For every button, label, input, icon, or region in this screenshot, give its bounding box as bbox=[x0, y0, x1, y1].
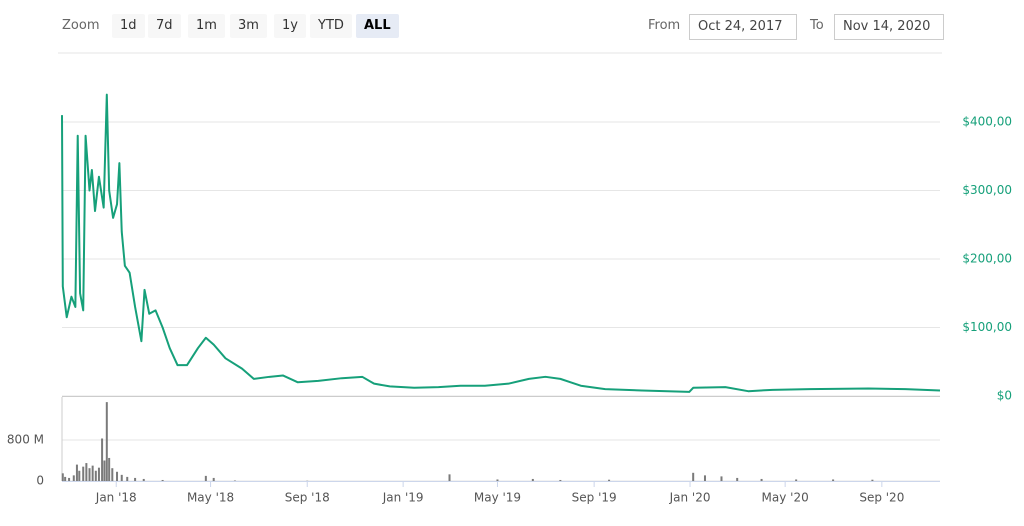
y-tick-label: $100,00 bbox=[962, 320, 1012, 334]
from-label: From bbox=[648, 18, 681, 33]
zoom-button[interactable]: 7d bbox=[148, 14, 181, 38]
volume-bar bbox=[531, 478, 534, 481]
volume-bar bbox=[116, 471, 119, 481]
volume-bar bbox=[448, 474, 451, 481]
volume-bar bbox=[97, 467, 100, 481]
volume-bar bbox=[120, 474, 123, 481]
volume-bar bbox=[105, 402, 108, 481]
to-input[interactable]: Nov 14, 2020 bbox=[834, 14, 944, 40]
from-input[interactable]: Oct 24, 2017 bbox=[689, 14, 797, 40]
volume-bar bbox=[692, 472, 695, 481]
zoom-button[interactable]: 3m bbox=[230, 14, 267, 38]
volume-bar bbox=[832, 479, 835, 481]
volume-bar bbox=[161, 479, 164, 481]
volume-bar bbox=[101, 438, 104, 481]
zoom-label: Zoom bbox=[62, 18, 100, 33]
volume-bar bbox=[233, 480, 236, 481]
volume-bar bbox=[108, 457, 111, 481]
volume-tick-label: 800 M bbox=[7, 433, 44, 447]
to-label: To bbox=[810, 18, 824, 33]
volume-bar bbox=[760, 478, 763, 481]
volume-bar bbox=[68, 477, 71, 481]
volume-bar bbox=[126, 476, 129, 481]
zoom-button[interactable]: 1m bbox=[188, 14, 225, 38]
volume-tick-label: 0 bbox=[36, 474, 44, 488]
volume-bar bbox=[85, 463, 88, 481]
volume-bar bbox=[703, 475, 706, 481]
x-tick-label: Jan '19 bbox=[382, 491, 424, 505]
x-tick-label: Sep '18 bbox=[285, 491, 330, 505]
x-tick-label: Jan '20 bbox=[669, 491, 711, 505]
zoom-button[interactable]: 1d bbox=[112, 14, 145, 38]
zoom-button[interactable]: YTD bbox=[310, 14, 352, 38]
zoom-button[interactable]: ALL bbox=[356, 14, 399, 38]
y-tick-label: $300,00 bbox=[962, 183, 1012, 197]
x-tick-label: Sep '19 bbox=[572, 491, 617, 505]
volume-bar bbox=[496, 479, 499, 481]
x-tick-label: Sep '20 bbox=[859, 491, 904, 505]
volume-bar bbox=[736, 477, 739, 481]
volume-bar bbox=[75, 464, 78, 481]
volume-bar bbox=[72, 475, 75, 481]
volume-bar bbox=[142, 478, 145, 481]
volume-bar bbox=[720, 476, 723, 481]
volume-bar bbox=[111, 468, 114, 481]
volume-bar bbox=[78, 470, 81, 481]
x-tick-label: May '20 bbox=[762, 491, 809, 505]
y-tick-label: $0 bbox=[997, 389, 1012, 403]
volume-bar bbox=[88, 468, 91, 481]
x-tick-label: Jan '18 bbox=[95, 491, 137, 505]
y-tick-label: $200,00 bbox=[962, 252, 1012, 266]
zoom-button[interactable]: 1y bbox=[274, 14, 306, 38]
volume-bar bbox=[795, 479, 798, 481]
y-tick-label: $400,00 bbox=[962, 115, 1012, 129]
volume-bar bbox=[134, 477, 137, 481]
volume-bar bbox=[559, 479, 562, 481]
volume-bar bbox=[82, 466, 85, 481]
volume-bar bbox=[608, 479, 611, 481]
volume-bar bbox=[212, 477, 215, 481]
volume-bar bbox=[103, 460, 106, 481]
volume-bar bbox=[94, 470, 97, 481]
volume-bar bbox=[61, 473, 64, 481]
price-line bbox=[61, 93, 941, 393]
volume-bar bbox=[64, 476, 67, 481]
volume-bar bbox=[91, 465, 94, 481]
x-tick-label: May '18 bbox=[187, 491, 234, 505]
x-tick-label: May '19 bbox=[474, 491, 521, 505]
volume-bar bbox=[871, 479, 874, 481]
volume-bar bbox=[204, 475, 207, 481]
